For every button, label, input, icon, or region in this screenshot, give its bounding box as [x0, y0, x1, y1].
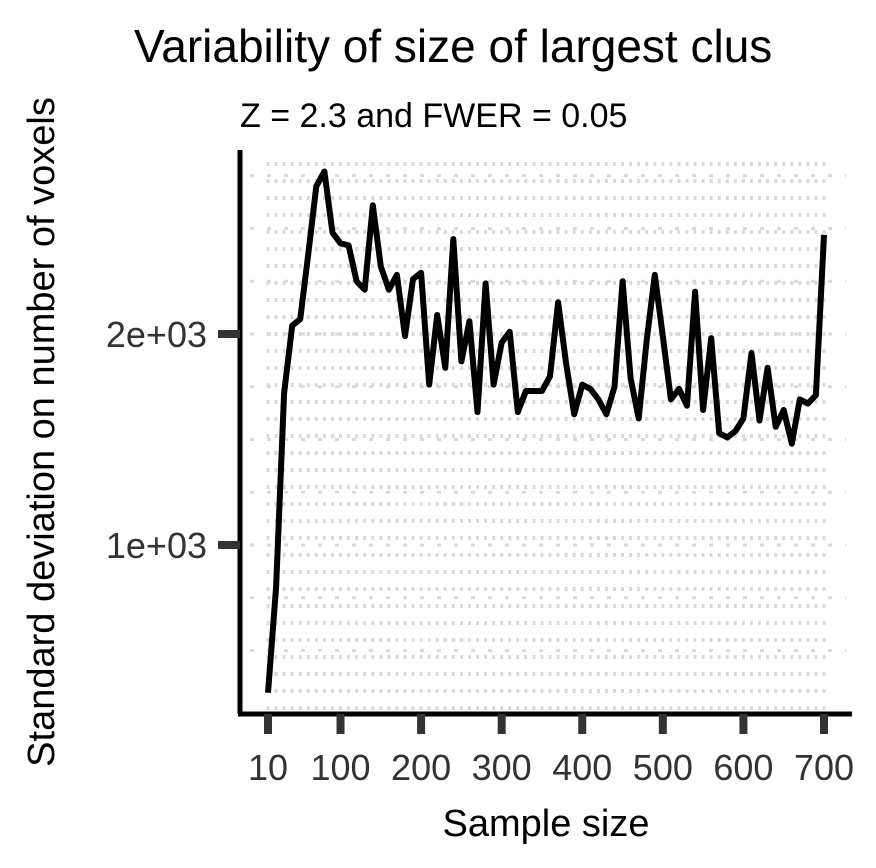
chart-subtitle: Z = 2.3 and FWER = 0.05: [240, 97, 627, 135]
y-tick-label: 1e+03: [106, 525, 207, 566]
x-axis-label: Sample size: [443, 803, 650, 845]
axis-ticks: 10 100 200 300 400 500 600 700 1e+03 2e+03: [106, 314, 854, 788]
x-tick-label: 600: [713, 747, 773, 788]
series-layer: [265, 168, 827, 693]
y-tick-label: 2e+03: [106, 314, 207, 355]
y-axis-label: Standard deviation on number of voxels: [21, 97, 63, 767]
x-tick-label: 700: [794, 747, 854, 788]
x-tick-label: 200: [391, 747, 451, 788]
x-tick-label: 10: [248, 747, 288, 788]
chart-title: Variability of size of largest clus: [134, 20, 772, 72]
series-line: [265, 168, 827, 693]
x-tick-label: 500: [633, 747, 693, 788]
x-tick-label: 400: [552, 747, 612, 788]
x-tick-label: 100: [310, 747, 370, 788]
x-tick-label: 300: [472, 747, 532, 788]
